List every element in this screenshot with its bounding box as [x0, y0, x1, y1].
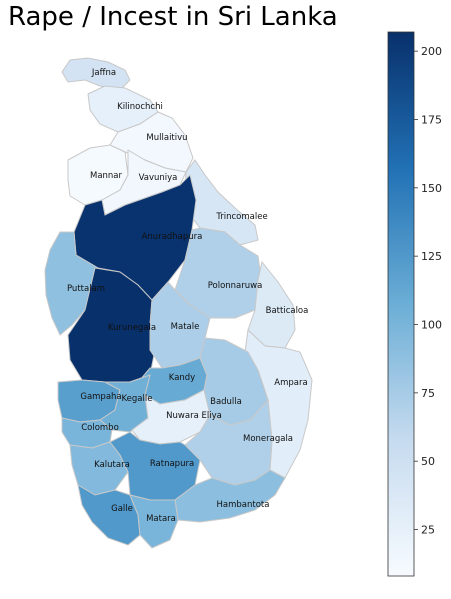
- district-label-matale: Matale: [171, 322, 200, 332]
- district-label-anuradhapura: Anuradhapura: [142, 232, 203, 242]
- district-nuwara-eliya: [131, 389, 211, 445]
- district-label-nuwara-eliya: Nuwara Eliya: [166, 411, 222, 421]
- colorbar-tick-label: 100: [421, 319, 442, 332]
- colorbar-tick-label: 50: [421, 455, 435, 468]
- colorbar-tick-label: 200: [421, 45, 442, 58]
- colorbar-tick-label: 75: [421, 387, 435, 400]
- district-label-jaffna: Jaffna: [91, 68, 116, 78]
- district-label-kandy: Kandy: [169, 373, 195, 383]
- colorbar: 25 50 75 100 125 150 175 200: [387, 31, 442, 577]
- district-label-kegalle: Kegalle: [122, 394, 153, 404]
- colorbar-tick-label: 125: [421, 250, 442, 263]
- district-jaffna: [61, 57, 131, 91]
- districts-layer: [44, 57, 313, 549]
- district-label-gampaha: Gampaha: [80, 392, 121, 402]
- district-label-galle: Galle: [111, 504, 133, 514]
- district-ratnapura: [109, 431, 201, 501]
- district-label-trincomalee: Trincomalee: [215, 212, 267, 222]
- district-label-kilinochchi: Kilinochchi: [117, 102, 163, 112]
- district-label-vavuniya: Vavuniya: [139, 173, 178, 183]
- colorbar-tick-label: 150: [421, 182, 442, 195]
- district-kalutara: [69, 441, 129, 496]
- district-label-kurunegala: Kurunegala: [108, 323, 156, 333]
- district-label-matara: Matara: [146, 514, 176, 524]
- district-label-polonnaruwa: Polonnaruwa: [208, 281, 263, 291]
- district-label-mullaitivu: Mullaitivu: [146, 133, 187, 143]
- district-matara: [129, 494, 179, 549]
- district-label-badulla: Badulla: [210, 397, 242, 407]
- district-label-colombo: Colombo: [81, 423, 119, 433]
- district-labels-layer: Jaffna Kilinochchi Mullaitivu Mannar Vavuniy…: [67, 68, 308, 524]
- district-label-hambantota: Hambantota: [217, 500, 270, 510]
- colorbar-ticks: 25 50 75 100 125 150 175 200: [414, 45, 442, 537]
- colorbar-tick-label: 25: [421, 524, 435, 537]
- district-label-ampara: Ampara: [274, 378, 307, 388]
- district-label-puttalam: Puttalam: [67, 284, 105, 294]
- district-label-ratnapura: Ratnapura: [150, 459, 194, 469]
- colorbar-gradient: [387, 31, 415, 577]
- district-label-kalutara: Kalutara: [94, 460, 130, 470]
- map-title: Rape / Incest in Sri Lanka: [8, 2, 338, 32]
- colorbar-tick-label: 175: [421, 113, 442, 126]
- district-label-mannar: Mannar: [90, 171, 123, 181]
- district-label-moneragala: Moneragala: [243, 434, 293, 444]
- district-label-batticaloa: Batticaloa: [266, 306, 309, 316]
